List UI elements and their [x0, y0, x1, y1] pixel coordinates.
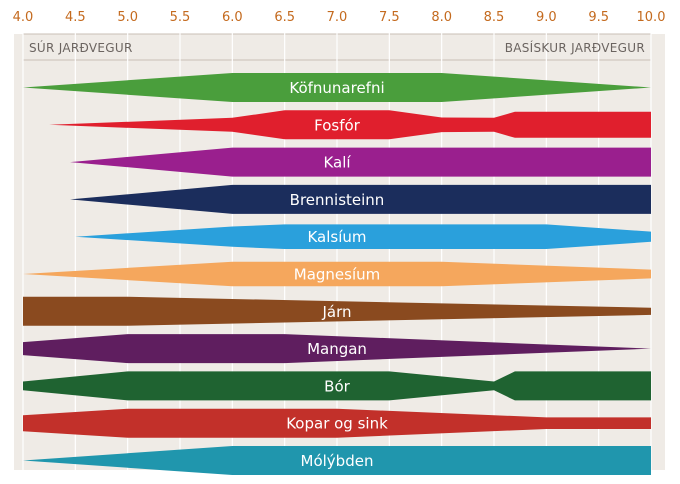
acid-soil-label: SÚR JARÐVEGUR: [29, 40, 133, 55]
nutrient-label: Mangan: [307, 340, 367, 358]
x-tick-label: 8.0: [431, 10, 452, 25]
nutrient-band: [23, 296, 651, 326]
nutrient-band: [75, 224, 652, 249]
x-tick-label: 5.5: [170, 10, 191, 25]
nutrient-label: Kalí: [323, 154, 351, 172]
nutrient-label: Brennisteinn: [290, 191, 385, 209]
nutrient-band: [23, 446, 651, 475]
nutrient-label: Bór: [324, 377, 350, 395]
x-tick-label: 9.0: [536, 10, 557, 25]
nutrient-band: [49, 110, 651, 140]
nutrient-label: Kopar og sink: [286, 415, 388, 433]
nutrient-label: Köfnunarefni: [289, 79, 384, 97]
nutrient-band: [23, 261, 651, 287]
nutrient-label: Mólýbden: [301, 452, 374, 470]
nutrient-label: Járn: [321, 303, 351, 321]
x-tick-label: 9.5: [588, 10, 609, 25]
nutrient-band: [23, 73, 651, 102]
x-tick-label: 7.5: [379, 10, 400, 25]
nutrient-band: [70, 147, 652, 177]
x-tick-label: 8.5: [484, 10, 505, 25]
x-tick-label: 4.0: [13, 10, 34, 25]
x-tick-label: 10.0: [637, 10, 666, 25]
alkaline-soil-label: BASÍSKUR JARÐVEGUR: [505, 40, 645, 55]
nutrient-band: [23, 408, 651, 438]
nutrient-label: Kalsíum: [307, 228, 366, 246]
x-tick-label: 7.0: [327, 10, 348, 25]
nutrient-band: [23, 334, 651, 364]
nutrient-label: Magnesíum: [294, 266, 381, 284]
x-tick-label: 4.5: [65, 10, 86, 25]
x-tick-label: 6.0: [222, 10, 243, 25]
x-tick-label: 6.5: [274, 10, 295, 25]
nutrient-band: [23, 371, 651, 401]
nutrient-band: [70, 184, 652, 214]
nutrient-label: Fosfór: [314, 116, 361, 134]
x-tick-label: 5.0: [117, 10, 138, 25]
